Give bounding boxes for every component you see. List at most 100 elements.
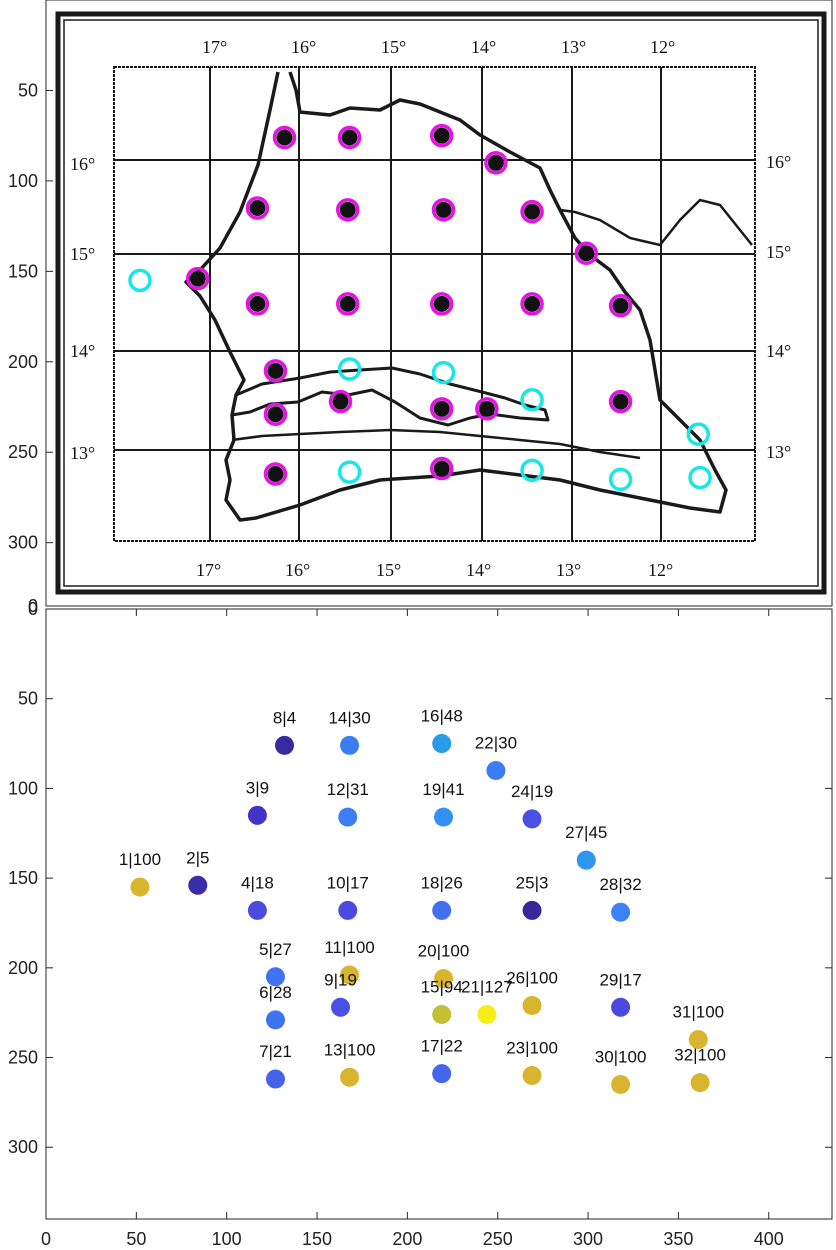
map-station-dot-15: [433, 400, 450, 417]
scatter-point-28: [611, 902, 631, 922]
scatter-point-16: [432, 734, 452, 754]
map-panel: 17° 16° 15° 14° 13° 12° 17° 16° 15° 14° …: [8, 0, 833, 616]
map-graticule: [114, 67, 755, 541]
map-y-tick-label-zero: 0: [28, 596, 38, 616]
scatter-point-label-12: 12|31: [327, 780, 369, 799]
lon-label-top-2: 15°: [381, 37, 406, 57]
y-tick-label: 200: [8, 958, 38, 978]
map-station-dot-18: [433, 295, 450, 312]
scatter-point-6: [265, 1010, 285, 1030]
map-station-dot-19: [435, 201, 452, 218]
map-y-tick-label: 250: [8, 442, 38, 462]
scatter-point-26: [522, 996, 542, 1015]
x-tick-label: 0: [41, 1229, 51, 1249]
scatter-point-label-30: 30|100: [595, 1047, 647, 1066]
scatter-point-22: [486, 760, 506, 780]
map-outer-frame: [55, 11, 827, 595]
map-station-ring-32: [688, 465, 712, 490]
scatter-point-labels: 1|100 2|5 3|9 4|18 5|27 6|28 7|21 8|4 9|19 10|17 1…: [119, 707, 726, 1067]
gambia-outline: [231, 366, 550, 427]
x-tick-label: 50: [126, 1229, 146, 1249]
map-station-ring-6: [263, 402, 288, 427]
scatter-point-10: [338, 900, 358, 920]
scatter-point-24: [522, 809, 542, 829]
map-y-axis: 50 100 150 200 250 300 0: [8, 80, 53, 616]
scatter-points: [130, 734, 710, 1094]
map-station-ring-26: [520, 388, 544, 412]
map-station-dot-2: [189, 270, 206, 287]
map-station-ring-21: [475, 397, 499, 421]
scatter-axes-box: [45, 608, 833, 1220]
map-lat-labels-right: 16° 15° 14° 13°: [766, 152, 791, 462]
lat-label-left-0: 16°: [70, 154, 95, 174]
x-tick-label: 200: [392, 1229, 422, 1249]
scatter-point-25: [522, 900, 542, 920]
scatter-point-label-25: 25|3: [516, 873, 549, 892]
map-station-ring-19: [431, 198, 456, 222]
map-station-ring-9: [328, 389, 353, 414]
scatter-point-label-20: 20|100: [418, 942, 470, 961]
southern-border: [231, 428, 641, 460]
scatter-point-label-5: 5|27: [259, 940, 292, 959]
map-station-markers: [128, 123, 712, 492]
map-station-dot-9: [332, 393, 349, 410]
scatter-point-label-15: 15|94: [421, 977, 463, 996]
x-tick-label: 150: [302, 1229, 332, 1249]
eastern-river: [559, 198, 753, 247]
map-station-dot-22: [487, 154, 504, 171]
lon-label-top-1: 16°: [291, 37, 316, 57]
scatter-point-27: [576, 850, 596, 870]
map-station-dot-16: [433, 127, 450, 144]
scatter-point-11: [340, 965, 360, 985]
scatter-point-label-6: 6|28: [259, 983, 292, 1002]
scatter-point-label-29: 29|17: [599, 970, 641, 989]
x-tick-label: 350: [663, 1229, 693, 1249]
map-station-ring-12: [336, 198, 360, 222]
map-station-ring-10: [336, 292, 360, 316]
scatter-point-label-14: 14|30: [328, 708, 370, 727]
map-y-tick-label: 300: [8, 533, 38, 553]
lon-label-bottom-0: 17°: [196, 560, 221, 580]
map-y-tick-label: 200: [8, 352, 38, 372]
map-y-tick-label: 150: [8, 261, 38, 281]
scatter-point-14: [340, 735, 360, 755]
map-inner-frame: [63, 19, 819, 587]
map-station-ring-11: [337, 357, 362, 381]
scatter-point-31: [688, 1030, 708, 1050]
map-station-ring-1: [128, 268, 152, 293]
scatter-point-30: [611, 1074, 631, 1094]
scatter-point-label-18: 18|26: [421, 873, 463, 892]
scatter-point-label-32: 32|100: [674, 1046, 726, 1065]
map-station-ring-15: [429, 397, 454, 421]
lat-label-left-2: 14°: [70, 341, 95, 361]
map-station-dot-29: [612, 393, 629, 410]
y-tick-label: 150: [8, 868, 38, 888]
map-station-dot-6: [267, 406, 284, 423]
scatter-point-label-11: 11|100: [324, 938, 374, 957]
map-station-ring-23: [520, 458, 544, 483]
scatter-point-label-28: 28|32: [599, 875, 641, 894]
map-station-ring-8: [272, 125, 297, 150]
lon-label-bottom-1: 16°: [285, 560, 310, 580]
scatter-point-label-27: 27|45: [565, 823, 607, 842]
lon-label-bottom-3: 14°: [466, 560, 491, 580]
lon-label-bottom-4: 13°: [556, 560, 581, 580]
map-station-ring-20: [431, 360, 456, 385]
map-station-ring-7: [263, 462, 288, 486]
scatter-point-12: [338, 807, 358, 827]
y-tick-label: 100: [8, 778, 38, 798]
lon-label-top-5: 12°: [650, 37, 675, 57]
scatter-point-label-17: 17|22: [421, 1037, 463, 1056]
map-y-tick-label: 50: [18, 80, 38, 100]
map-station-dot-12: [339, 201, 356, 218]
scatter-point-label-23: 23|100: [506, 1038, 558, 1057]
scatter-point-label-9: 9|19: [324, 970, 357, 989]
map-y-tick-label: 100: [8, 171, 38, 191]
senegal-outline: [184, 71, 728, 522]
scatter-point-29: [611, 997, 631, 1017]
scatter-point-17: [432, 1064, 452, 1084]
lon-label-bottom-5: 12°: [648, 560, 673, 580]
scatter-point-label-4: 4|18: [241, 873, 274, 892]
map-station-ring-24: [520, 199, 544, 224]
scatter-panel: 0 50 100 150 200 250 300 350 400 0 50 100 150 200 250 3…: [8, 599, 833, 1249]
